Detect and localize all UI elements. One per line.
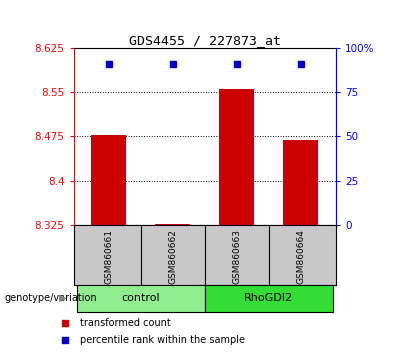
Text: GSM860663: GSM860663 [232,229,241,284]
Text: GSM860662: GSM860662 [168,229,177,284]
Bar [219,89,255,225]
Text: percentile rank within the sample: percentile rank within the sample [80,335,245,345]
Bar [283,141,318,225]
Text: GSM860664: GSM860664 [296,229,305,284]
Text: RhoGDI2: RhoGDI2 [244,293,293,303]
Text: GSM860661: GSM860661 [104,229,113,284]
Bar [205,285,333,312]
Text: ▶: ▶ [59,293,67,303]
Bar [91,135,126,225]
Text: control: control [121,293,160,303]
Bar [77,285,205,312]
Text: transformed count: transformed count [80,318,171,328]
Title: GDS4455 / 227873_at: GDS4455 / 227873_at [129,34,281,47]
Bar [155,224,190,225]
Text: genotype/variation: genotype/variation [4,293,97,303]
